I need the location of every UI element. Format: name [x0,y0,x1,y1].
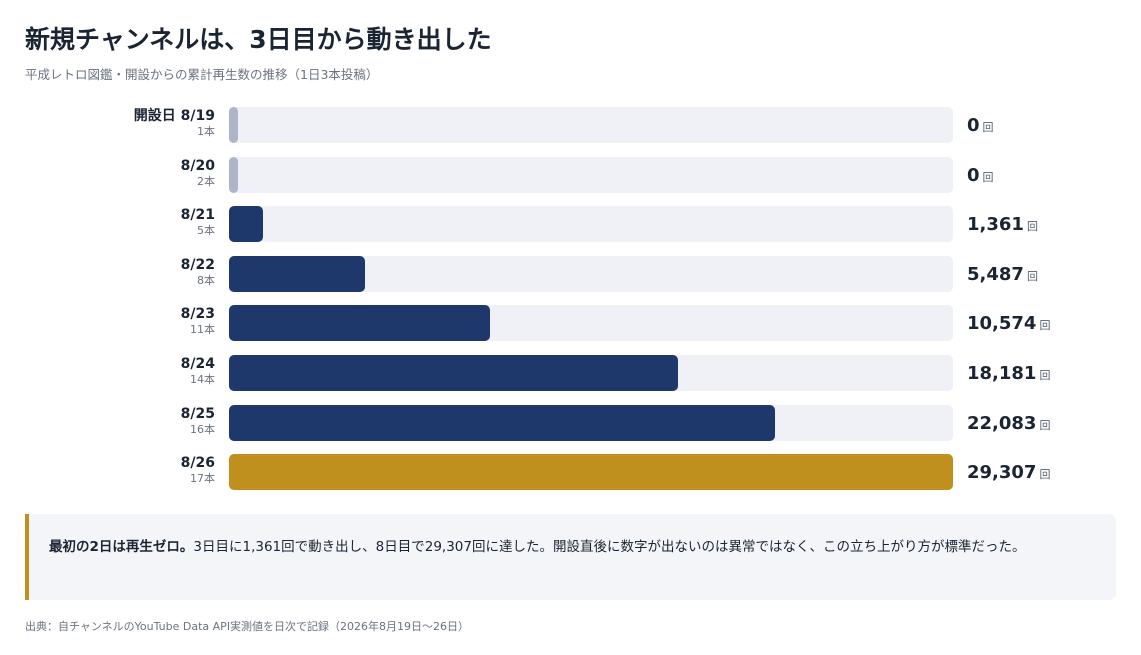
value-label: 22,083 回 [967,413,1050,434]
value-unit: 回 [1026,269,1038,283]
bar-track [229,255,953,292]
value-label: 5,487 回 [967,264,1038,285]
bar-row: 8/20 2本 0 回 [0,156,1141,193]
row-label: 8/21 5本 [181,207,215,238]
bar [229,454,953,491]
bar-row: 8/21 5本 1,361 回 [0,206,1141,243]
value-number: 29,307 [967,462,1037,484]
row-label: 8/24 14本 [181,356,215,387]
value-label: 10,574 回 [967,313,1050,334]
value-label: 18,181 回 [967,363,1050,384]
value-number: 5,487 [967,263,1024,285]
bar-row: 8/23 11本 10,574 回 [0,305,1141,342]
value-number: 0 [967,115,980,136]
value-number: 1,361 [967,214,1024,236]
category-label: 8/24 [180,356,215,372]
value-unit: 回 [1039,418,1051,432]
value-unit: 回 [982,170,994,184]
post-count-label: 17本 [190,472,215,486]
value-unit: 回 [1039,319,1051,333]
value-label: 1,361 回 [967,214,1038,235]
bar-track [229,156,953,193]
source-note: 出典：自チャンネルのYouTube Data API実測値を日次で記録（2026… [25,620,470,633]
row-label: 8/20 2本 [181,158,215,189]
post-count-label: 16本 [190,422,215,436]
bar-track [229,206,953,243]
value-unit: 回 [982,121,994,134]
callout-highlight-text: 最初の2日は再生ゼロ。 [49,539,194,555]
bar-row: 8/24 14本 18,181 回 [0,355,1141,391]
value-number: 10,574 [967,313,1037,335]
bar-track [229,454,953,491]
bar [229,255,365,292]
chart-title: 新規チャンネルは、3日目から動き出した [25,25,492,54]
bar-row: 8/22 8本 5,487 回 [0,255,1141,292]
category-label: 8/25 [180,405,215,422]
value-unit: 回 [1039,369,1051,382]
bar [229,156,238,193]
summary-callout: 最初の2日は再生ゼロ。3日目に1,361回で動き出し、8日目で29,307回に達… [25,514,1116,600]
category-label: 8/23 [180,306,215,323]
value-number: 18,181 [967,363,1037,384]
value-unit: 回 [1039,468,1051,482]
bar-track [229,305,953,342]
callout-body-text: 3日目に1,361回で動き出し、8日目で29,307回に達した。開設直後に数字が… [193,539,1026,555]
value-number: 0 [967,164,980,186]
bar-row: 開設日 8/19 1本 0 回 [0,107,1141,143]
post-count-label: 1本 [197,125,215,138]
chart-subtitle: 平成レトロ図鑑・開設からの累計再生数の推移（1日3本投稿） [25,67,379,82]
bar [229,404,775,441]
bar-track [229,404,953,441]
bar-chart: 開設日 8/19 1本 0 回 8/20 2本 0 回 8/21 5本 1,361 回 8/22 8本 5,… [0,107,1141,491]
category-label: 8/26 [180,455,215,472]
post-count-label: 2本 [197,174,215,188]
post-count-label: 11本 [190,323,215,337]
value-unit: 回 [1026,220,1038,234]
category-label: 8/21 [180,207,215,224]
bar [229,355,679,391]
bar [229,107,238,143]
row-label: 8/25 16本 [181,406,215,437]
bar [229,305,491,342]
row-label: 開設日 8/19 1本 [134,108,215,139]
row-label: 8/26 17本 [181,455,215,486]
value-label: 29,307 回 [967,462,1050,483]
value-number: 22,083 [967,412,1037,434]
category-label: 開設日 8/19 [133,108,215,124]
row-label: 8/22 8本 [181,257,215,288]
bar-row: 8/26 17本 29,307 回 [0,454,1141,491]
bar-row: 8/25 16本 22,083 回 [0,404,1141,441]
bar-track [229,355,953,391]
bar-track [229,107,953,143]
post-count-label: 14本 [190,373,215,386]
bar [229,206,263,243]
post-count-label: 8本 [197,273,215,287]
post-count-label: 5本 [197,224,215,238]
row-label: 8/23 11本 [181,306,215,337]
category-label: 8/22 [180,256,215,273]
category-label: 8/20 [180,157,215,174]
